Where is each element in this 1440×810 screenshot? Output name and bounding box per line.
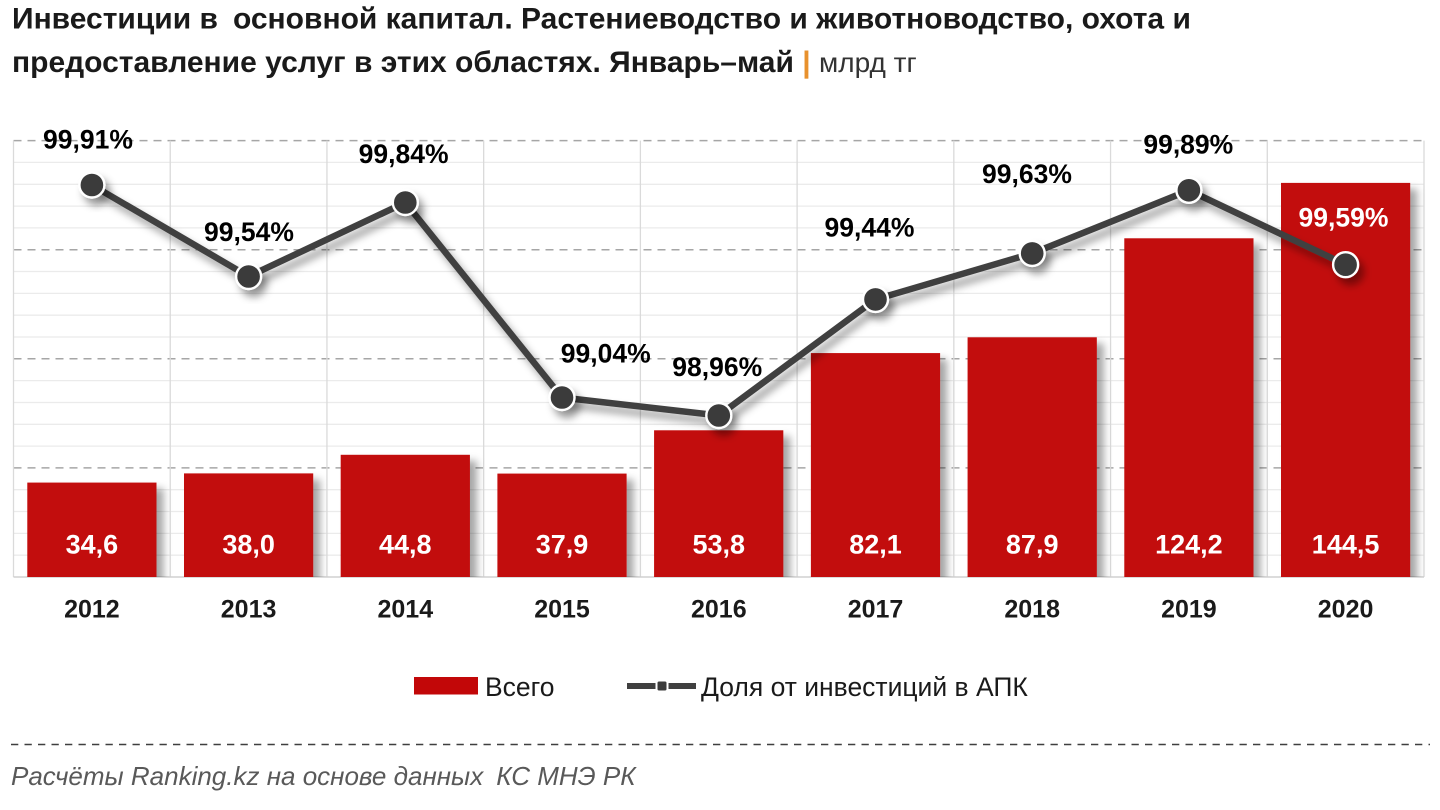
svg-text:Всего: Всего	[485, 672, 555, 702]
svg-text:Расчёты Ranking.kz на основе д: Расчёты Ranking.kz на основе данных КС М…	[11, 761, 637, 791]
svg-text:99,89%: 99,89%	[1143, 130, 1233, 160]
svg-text:99,63%: 99,63%	[982, 159, 1072, 189]
svg-text:38,0: 38,0	[222, 530, 275, 560]
svg-text:99,91%: 99,91%	[43, 125, 133, 155]
svg-text:53,8: 53,8	[693, 530, 746, 560]
svg-text:99,84%: 99,84%	[359, 139, 449, 169]
svg-text:2016: 2016	[691, 596, 747, 624]
svg-text:82,1: 82,1	[849, 530, 902, 560]
svg-text:2020: 2020	[1318, 596, 1374, 624]
svg-text:Доля от инвестиций в АПК: Доля от инвестиций в АПК	[701, 672, 1028, 702]
svg-text:2018: 2018	[1004, 596, 1060, 624]
svg-text:124,2: 124,2	[1155, 530, 1223, 560]
svg-text:Инвестиции в основной капитал.: Инвестиции в основной капитал. Растениев…	[12, 3, 1191, 36]
svg-text:99,44%: 99,44%	[825, 212, 915, 242]
svg-text:2015: 2015	[534, 596, 590, 624]
svg-text:2014: 2014	[377, 596, 433, 624]
svg-text:2013: 2013	[221, 596, 277, 624]
svg-text:2019: 2019	[1161, 596, 1217, 624]
svg-text:предоставление услуг в этих об: предоставление услуг в этих областях. Ян…	[12, 46, 917, 79]
svg-text:144,5: 144,5	[1312, 530, 1380, 560]
svg-text:98,96%: 98,96%	[672, 352, 762, 382]
svg-text:44,8: 44,8	[379, 530, 432, 560]
svg-text:99,59%: 99,59%	[1299, 202, 1389, 232]
svg-text:99,54%: 99,54%	[204, 217, 294, 247]
svg-text:87,9: 87,9	[1006, 530, 1059, 560]
svg-text:2012: 2012	[64, 596, 120, 624]
svg-text:99,04%: 99,04%	[561, 339, 651, 369]
svg-text:34,6: 34,6	[66, 530, 119, 560]
svg-text:37,9: 37,9	[536, 530, 589, 560]
svg-text:2017: 2017	[848, 596, 904, 624]
